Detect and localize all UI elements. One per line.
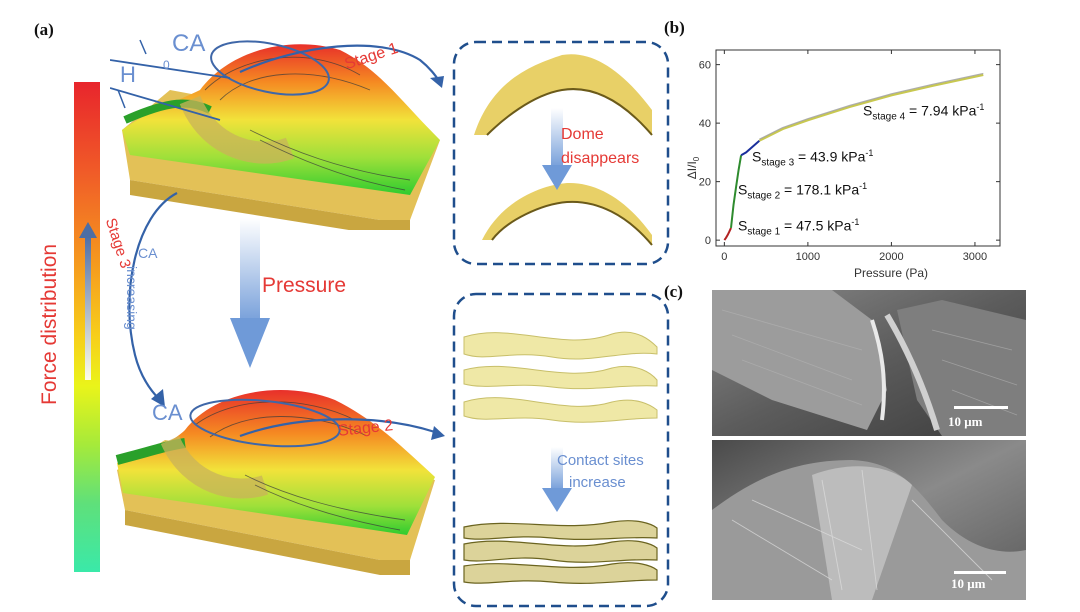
pressure-response-chart: 0 1000 2000 3000 0 20 40 60 Pressure (Pa) ΔI/I0 bbox=[685, 49, 1001, 280]
x-tick-label: 0 bbox=[721, 251, 727, 263]
x-axis-label: Pressure (Pa) bbox=[854, 266, 928, 280]
y-tick-label: 60 bbox=[699, 60, 711, 72]
colorbar-arrow-icon bbox=[79, 222, 97, 380]
dome-model-top bbox=[110, 39, 440, 230]
series-line-2 bbox=[730, 155, 743, 229]
sem-image-top bbox=[712, 290, 1026, 436]
panel-a-letter: (a) bbox=[34, 20, 54, 39]
scale-bar-top-label: 10 μm bbox=[948, 414, 983, 429]
stage2-arrow-icon bbox=[239, 418, 445, 440]
dome-disappears-label-2: disappears bbox=[561, 150, 640, 167]
series-line-4-shadow bbox=[759, 72, 984, 140]
plot-frame bbox=[715, 49, 1001, 247]
series-line-3 bbox=[740, 139, 761, 157]
ca-increasing-label-1: CA bbox=[138, 245, 158, 261]
dome-disappears-label-1: Dome bbox=[561, 126, 604, 143]
pressure-arrow-icon bbox=[230, 218, 270, 368]
y-axis-label: ΔI/I0 bbox=[685, 156, 701, 179]
contact-sites-label-1: Contact sites bbox=[557, 452, 644, 469]
contact-sites-label-2: increase bbox=[569, 474, 626, 491]
stage3-sensitivity-label: Sstage 3 = 43.9 kPa-1 bbox=[752, 148, 874, 169]
panel-c-letter: (c) bbox=[664, 282, 683, 301]
colorbar-label: Force distribution bbox=[38, 243, 61, 405]
y-tick-label: 20 bbox=[699, 177, 711, 189]
stage4-sensitivity-label: Sstage 4 = 7.94 kPa-1 bbox=[863, 102, 985, 123]
stage3-arrow-icon bbox=[128, 192, 178, 407]
pressure-label: Pressure bbox=[262, 274, 347, 297]
x-tick-label: 1000 bbox=[796, 251, 820, 263]
dome-model-bottom bbox=[115, 390, 435, 575]
y-tick-label: 40 bbox=[699, 118, 711, 130]
y-tick-label: 0 bbox=[705, 235, 711, 247]
contact-inset-box bbox=[452, 292, 670, 608]
stage2-sensitivity-label: Sstage 2 = 178.1 kPa-1 bbox=[738, 181, 868, 202]
ca0-subscript: 0 bbox=[163, 58, 170, 72]
series-line-1 bbox=[723, 227, 732, 241]
ca-increasing-label-2: increasing bbox=[124, 266, 140, 330]
panel-b-letter: (b) bbox=[664, 18, 685, 37]
stage1-sensitivity-label: Sstage 1 = 47.5 kPa-1 bbox=[738, 217, 860, 238]
sem-image-bottom bbox=[712, 440, 1026, 600]
ca0-label: CA bbox=[172, 30, 206, 57]
x-tick-label: 2000 bbox=[879, 251, 903, 263]
ca-label: CA bbox=[152, 400, 183, 425]
series-line-4 bbox=[758, 73, 984, 142]
scale-bar-bottom-label: 10 μm bbox=[951, 576, 986, 591]
h-label: H bbox=[120, 62, 136, 87]
x-tick-label: 3000 bbox=[963, 251, 987, 263]
stage1-arrow-icon bbox=[239, 44, 444, 88]
dome-inset-box bbox=[452, 40, 670, 266]
